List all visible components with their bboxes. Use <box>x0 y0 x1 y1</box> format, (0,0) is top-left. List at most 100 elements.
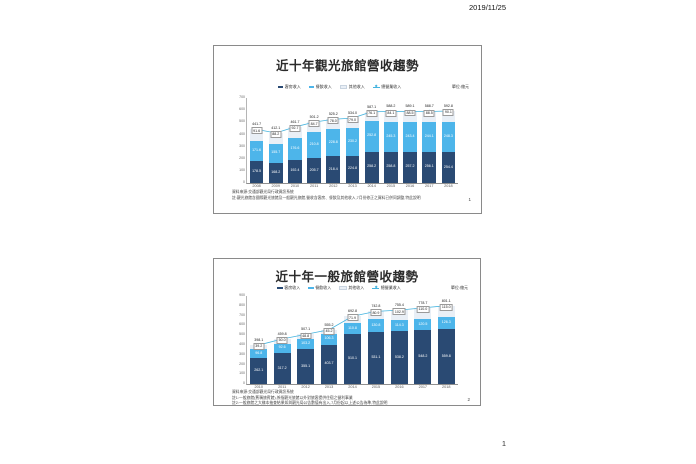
other-value-box-label: 91.6 <box>251 127 263 135</box>
legend-item: 客房收入 <box>277 84 301 90</box>
diamond-marker-icon <box>374 285 378 290</box>
legend-label: 總營業收入 <box>380 285 401 290</box>
x-axis-tick-label: 2011 <box>278 384 287 389</box>
chart-footnotes: 資料來源:交通部觀光局行政資訊系統 註1:一般旅館(舊稱旅賓館),係指觀光旅館以外… <box>232 390 456 407</box>
y-axis-tick-label: 500 <box>239 119 245 124</box>
bar-legend-swatch <box>277 85 284 89</box>
other-value-box-label: 45.2 <box>323 327 335 335</box>
x-axis-tick-label: 2014 <box>348 384 357 389</box>
segment-value-label: 168.2 <box>271 169 281 174</box>
legend-item: 總營業收入 <box>372 285 401 291</box>
bar-segment-room: 531.1 <box>367 332 385 384</box>
bar-segment-room: 262.1 <box>250 358 268 384</box>
other-value-box-label: 79.0 <box>347 116 358 124</box>
legend-label: 餐飲收入 <box>315 285 332 290</box>
segment-value-label: 559.8 <box>441 353 451 358</box>
x-axis-tick-label: 2017 <box>418 384 428 389</box>
total-value-label: 692.8 <box>348 309 357 314</box>
other-value-box-label: 115.0 <box>439 303 453 311</box>
segment-value-label: 114.3 <box>395 323 404 327</box>
total-value-label: 501.2 <box>309 115 319 120</box>
segment-value-label: 210.8 <box>309 142 319 147</box>
segment-value-label: 230.2 <box>347 138 357 143</box>
x-axis-tick-label: 2018 <box>442 384 451 389</box>
segment-value-label: 257.2 <box>405 164 415 169</box>
legend-item: 總營業收入 <box>372 84 401 90</box>
unit-label: 單位:億元 <box>450 285 468 290</box>
segment-value-label: 205.7 <box>309 167 319 172</box>
other-value-box-label: 78.0 <box>327 117 339 125</box>
bar-segment-food: 243.4 <box>403 122 417 152</box>
total-value-label: 525.2 <box>328 112 338 117</box>
segment-value-label: 245.3 <box>386 133 396 138</box>
bar-legend-swatch <box>339 84 348 90</box>
x-axis-tick-label: 2011 <box>310 183 319 188</box>
total-value-label: 398.1 <box>254 337 264 342</box>
chart-legend: 客房收入 餐飲收入 其他收入 總營業收入 <box>244 84 435 90</box>
bar-segment-food: 252.8 <box>364 120 379 152</box>
bar-segment-other <box>437 305 455 317</box>
bar-segment-room: 205.7 <box>307 158 322 183</box>
bar-segment-room: 510.1 <box>344 334 361 384</box>
segment-value-label: 243.4 <box>405 134 415 139</box>
segment-value-label: 317.2 <box>277 365 287 370</box>
bar-segment-other <box>441 111 456 122</box>
y-axis-tick-label: 900 <box>239 293 245 298</box>
other-value-box-label: 48.8 <box>300 332 312 340</box>
total-value-label: 555.2 <box>324 322 334 327</box>
segment-value-label: 103.2 <box>301 341 311 346</box>
bar-segment-food: 155.7 <box>268 143 283 163</box>
segment-value-label: 126.3 <box>441 320 451 325</box>
bar-segment-room: 168.2 <box>268 162 283 183</box>
segment-value-label: 106.3 <box>324 336 334 341</box>
other-value-box-label: 88.5 <box>423 109 435 117</box>
segment-value-label: 256.1 <box>424 164 434 169</box>
y-axis-tick-label: 800 <box>239 302 245 307</box>
legend-item: 其他收入 <box>339 285 364 291</box>
x-axis-tick-label: 2016 <box>395 384 404 389</box>
bar-segment-food: 106.3 <box>320 334 338 345</box>
total-value-label: 459.8 <box>277 331 287 336</box>
slide-1: 近十年觀光旅館營收趨勢 客房收入 餐飲收入 其他收入 總營業收入 單位:億元 0 100… <box>213 45 482 214</box>
bar-legend-swatch <box>308 286 314 290</box>
bar-segment-food: 126.3 <box>437 316 455 330</box>
bar-segment-food: 248.3 <box>441 121 456 153</box>
line-legend-swatch <box>372 285 380 290</box>
other-value-box-label: 102.9 <box>392 308 406 316</box>
bar-segment-food: 96.8 <box>250 348 268 359</box>
segment-value-label: 548.2 <box>418 354 428 359</box>
bar-segment-other <box>249 129 264 141</box>
segment-value-label: 244.1 <box>424 134 434 139</box>
segment-value-label: 155.7 <box>271 150 281 155</box>
x-axis-tick-label: 2017 <box>424 183 434 188</box>
x-axis-tick-label: 2008 <box>252 183 261 188</box>
x-axis-tick-label: 2012 <box>329 183 338 188</box>
bar-segment-room: 258.8 <box>383 151 398 183</box>
unit-label: 單位:億元 <box>451 84 469 89</box>
segment-value-label: 228.8 <box>328 139 338 144</box>
bar-segment-room: 178.5 <box>249 161 264 183</box>
x-axis-tick-label: 2014 <box>367 183 376 188</box>
y-axis-tick-label: 0 <box>243 381 245 386</box>
bar-segment-room: 257.2 <box>403 151 417 183</box>
other-value-box-label: 84.1 <box>385 109 397 117</box>
page-number: 1 <box>501 439 506 448</box>
total-value-label: 589.1 <box>405 104 415 109</box>
segment-value-label: 110.8 <box>348 325 357 330</box>
chart-plot-area: 0 100 200 300 400 500 600 700 800 900 262.1 96.8 39.… <box>239 294 458 388</box>
bar-segment-room: 256.1 <box>422 151 437 183</box>
other-value-box-label: 88.5 <box>404 109 416 117</box>
total-value-label: 778.7 <box>418 300 428 305</box>
bar-segment-food: 176.6 <box>288 138 302 160</box>
bar-segment-room: 218.4 <box>326 156 341 183</box>
segment-value-label: 254.4 <box>443 164 453 169</box>
other-value-box-label: 76.1 <box>366 109 378 117</box>
x-axis-tick-label: 2013 <box>348 183 357 188</box>
x-axis-tick-label: 2010 <box>254 384 263 389</box>
bar-segment-room: 403.7 <box>320 344 338 384</box>
other-value-box-label: 92.7 <box>289 125 301 132</box>
other-value-box-label: 39.2 <box>253 343 265 351</box>
segment-value-label: 258.2 <box>367 164 377 169</box>
y-axis-tick-label: 600 <box>239 322 245 327</box>
x-axis-tick-label: 2010 <box>290 183 300 188</box>
